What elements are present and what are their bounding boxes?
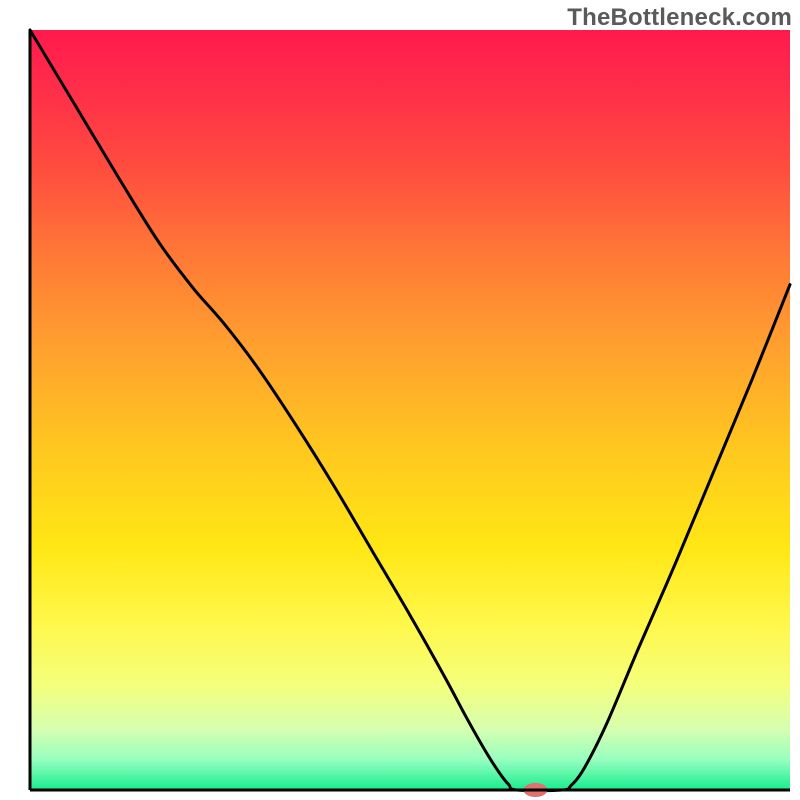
bottleneck-chart (0, 0, 800, 800)
watermark-text: TheBottleneck.com (567, 4, 792, 32)
plot-background (30, 30, 790, 790)
chart-container: { "watermark": { "text": "TheBottleneck.… (0, 0, 800, 800)
